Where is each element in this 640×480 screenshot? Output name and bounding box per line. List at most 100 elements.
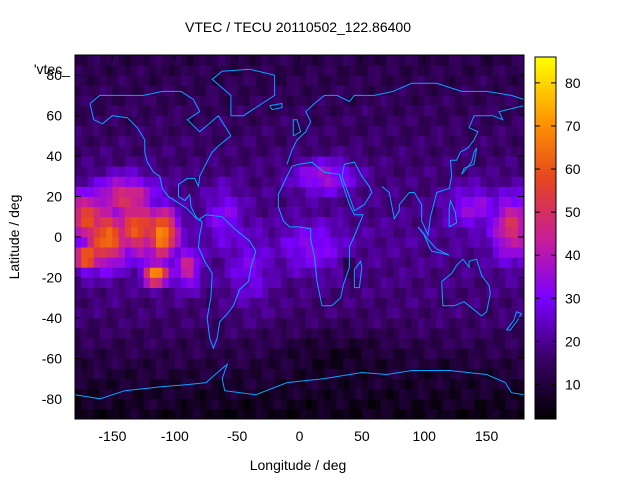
heatmap-cell xyxy=(268,75,275,86)
heatmap-cell xyxy=(230,408,238,420)
heatmap-cell xyxy=(436,135,444,147)
heatmap-cell xyxy=(330,55,338,66)
heatmap-cell xyxy=(99,65,107,76)
heatmap-cell xyxy=(249,125,257,137)
heatmap-cell xyxy=(124,125,132,137)
heatmap-cell xyxy=(205,146,213,157)
heatmap-cell xyxy=(131,95,138,106)
heatmap-cell xyxy=(455,105,463,117)
heatmap-cell xyxy=(430,115,438,127)
heatmap-cell xyxy=(474,156,481,167)
heatmap-cell xyxy=(386,257,394,268)
heatmap-cell xyxy=(212,85,219,96)
heatmap-cell xyxy=(505,75,512,86)
heatmap-cell xyxy=(393,307,400,319)
heatmap-cell xyxy=(505,408,512,420)
heatmap-cell xyxy=(224,105,232,117)
heatmap-cell xyxy=(168,196,176,208)
heatmap-cell xyxy=(81,146,88,157)
heatmap-cell xyxy=(380,105,388,117)
heatmap-cell xyxy=(162,226,169,238)
heatmap-cell xyxy=(99,358,107,369)
heatmap-cell xyxy=(81,226,88,238)
heatmap-cell xyxy=(480,226,487,238)
heatmap-cell xyxy=(511,267,519,278)
heatmap-cell xyxy=(430,317,438,329)
heatmap-cell xyxy=(318,65,325,76)
heatmap-cell xyxy=(262,388,269,400)
heatmap-cell xyxy=(218,267,226,278)
heatmap-cell xyxy=(112,146,120,157)
heatmap-cell xyxy=(380,146,388,157)
heatmap-cell xyxy=(399,65,406,76)
heatmap-cell xyxy=(230,287,238,299)
colorbar-swatch xyxy=(535,280,556,284)
heatmap-cell xyxy=(442,65,450,76)
heatmap-cell xyxy=(75,75,82,86)
heatmap-cell xyxy=(330,176,338,187)
heatmap-cell xyxy=(424,338,431,349)
heatmap-cell xyxy=(480,216,487,228)
heatmap-cell xyxy=(255,176,263,187)
heatmap-cell xyxy=(243,166,251,177)
heatmap-cell xyxy=(118,186,126,197)
heatmap-cell xyxy=(262,317,269,329)
heatmap-cell xyxy=(249,287,257,299)
heatmap-cell xyxy=(380,166,388,177)
heatmap-cell xyxy=(330,338,338,349)
heatmap-cell xyxy=(149,135,157,147)
heatmap-cell xyxy=(93,257,101,268)
heatmap-cell xyxy=(492,105,500,117)
colorbar-swatch xyxy=(535,274,556,278)
heatmap-cell xyxy=(199,146,207,157)
heatmap-cell xyxy=(237,338,244,349)
heatmap-cell xyxy=(430,196,438,208)
heatmap-cell xyxy=(205,358,213,369)
heatmap-cell xyxy=(255,146,263,157)
heatmap-cell xyxy=(287,105,294,117)
heatmap-cell xyxy=(511,237,519,248)
heatmap-cell xyxy=(305,135,313,147)
heatmap-cell xyxy=(492,95,500,106)
heatmap-cell xyxy=(187,358,194,369)
heatmap-cell xyxy=(430,226,438,238)
heatmap-cell xyxy=(442,186,450,197)
heatmap-cell xyxy=(106,216,113,228)
heatmap-cell xyxy=(287,146,294,157)
heatmap-cell xyxy=(336,358,344,369)
heatmap-cell xyxy=(318,277,325,288)
heatmap-cell xyxy=(124,328,132,339)
heatmap-cell xyxy=(93,135,101,147)
heatmap-cell xyxy=(318,257,325,268)
heatmap-cell xyxy=(505,206,512,218)
heatmap-cell xyxy=(162,186,169,197)
heatmap-cell xyxy=(486,297,494,309)
heatmap-cell xyxy=(168,146,176,157)
heatmap-cell xyxy=(87,125,95,137)
heatmap-cell xyxy=(349,257,357,268)
heatmap-cell xyxy=(324,358,332,369)
heatmap-cell xyxy=(293,166,300,177)
heatmap-cell xyxy=(212,358,219,369)
colorbar-swatch xyxy=(535,403,556,408)
colorbar-swatch xyxy=(535,213,556,218)
heatmap-cell xyxy=(156,125,163,137)
heatmap-cell xyxy=(75,85,82,96)
heatmap-cell xyxy=(355,408,363,420)
heatmap-cell xyxy=(511,297,519,309)
heatmap-cell xyxy=(511,176,519,187)
heatmap-cell xyxy=(386,115,394,127)
heatmap-cell xyxy=(237,317,244,329)
heatmap-cell xyxy=(168,388,176,400)
heatmap-cell xyxy=(318,216,325,228)
heatmap-cell xyxy=(517,135,525,147)
heatmap-cell xyxy=(374,226,381,238)
heatmap-cell xyxy=(280,328,288,339)
heatmap-cell xyxy=(305,338,313,349)
heatmap-cell xyxy=(355,237,363,248)
heatmap-cell xyxy=(237,176,244,187)
heatmap-cell xyxy=(131,176,138,187)
heatmap-cell xyxy=(243,267,251,278)
heatmap-cell xyxy=(436,328,444,339)
heatmap-cell xyxy=(318,135,325,147)
